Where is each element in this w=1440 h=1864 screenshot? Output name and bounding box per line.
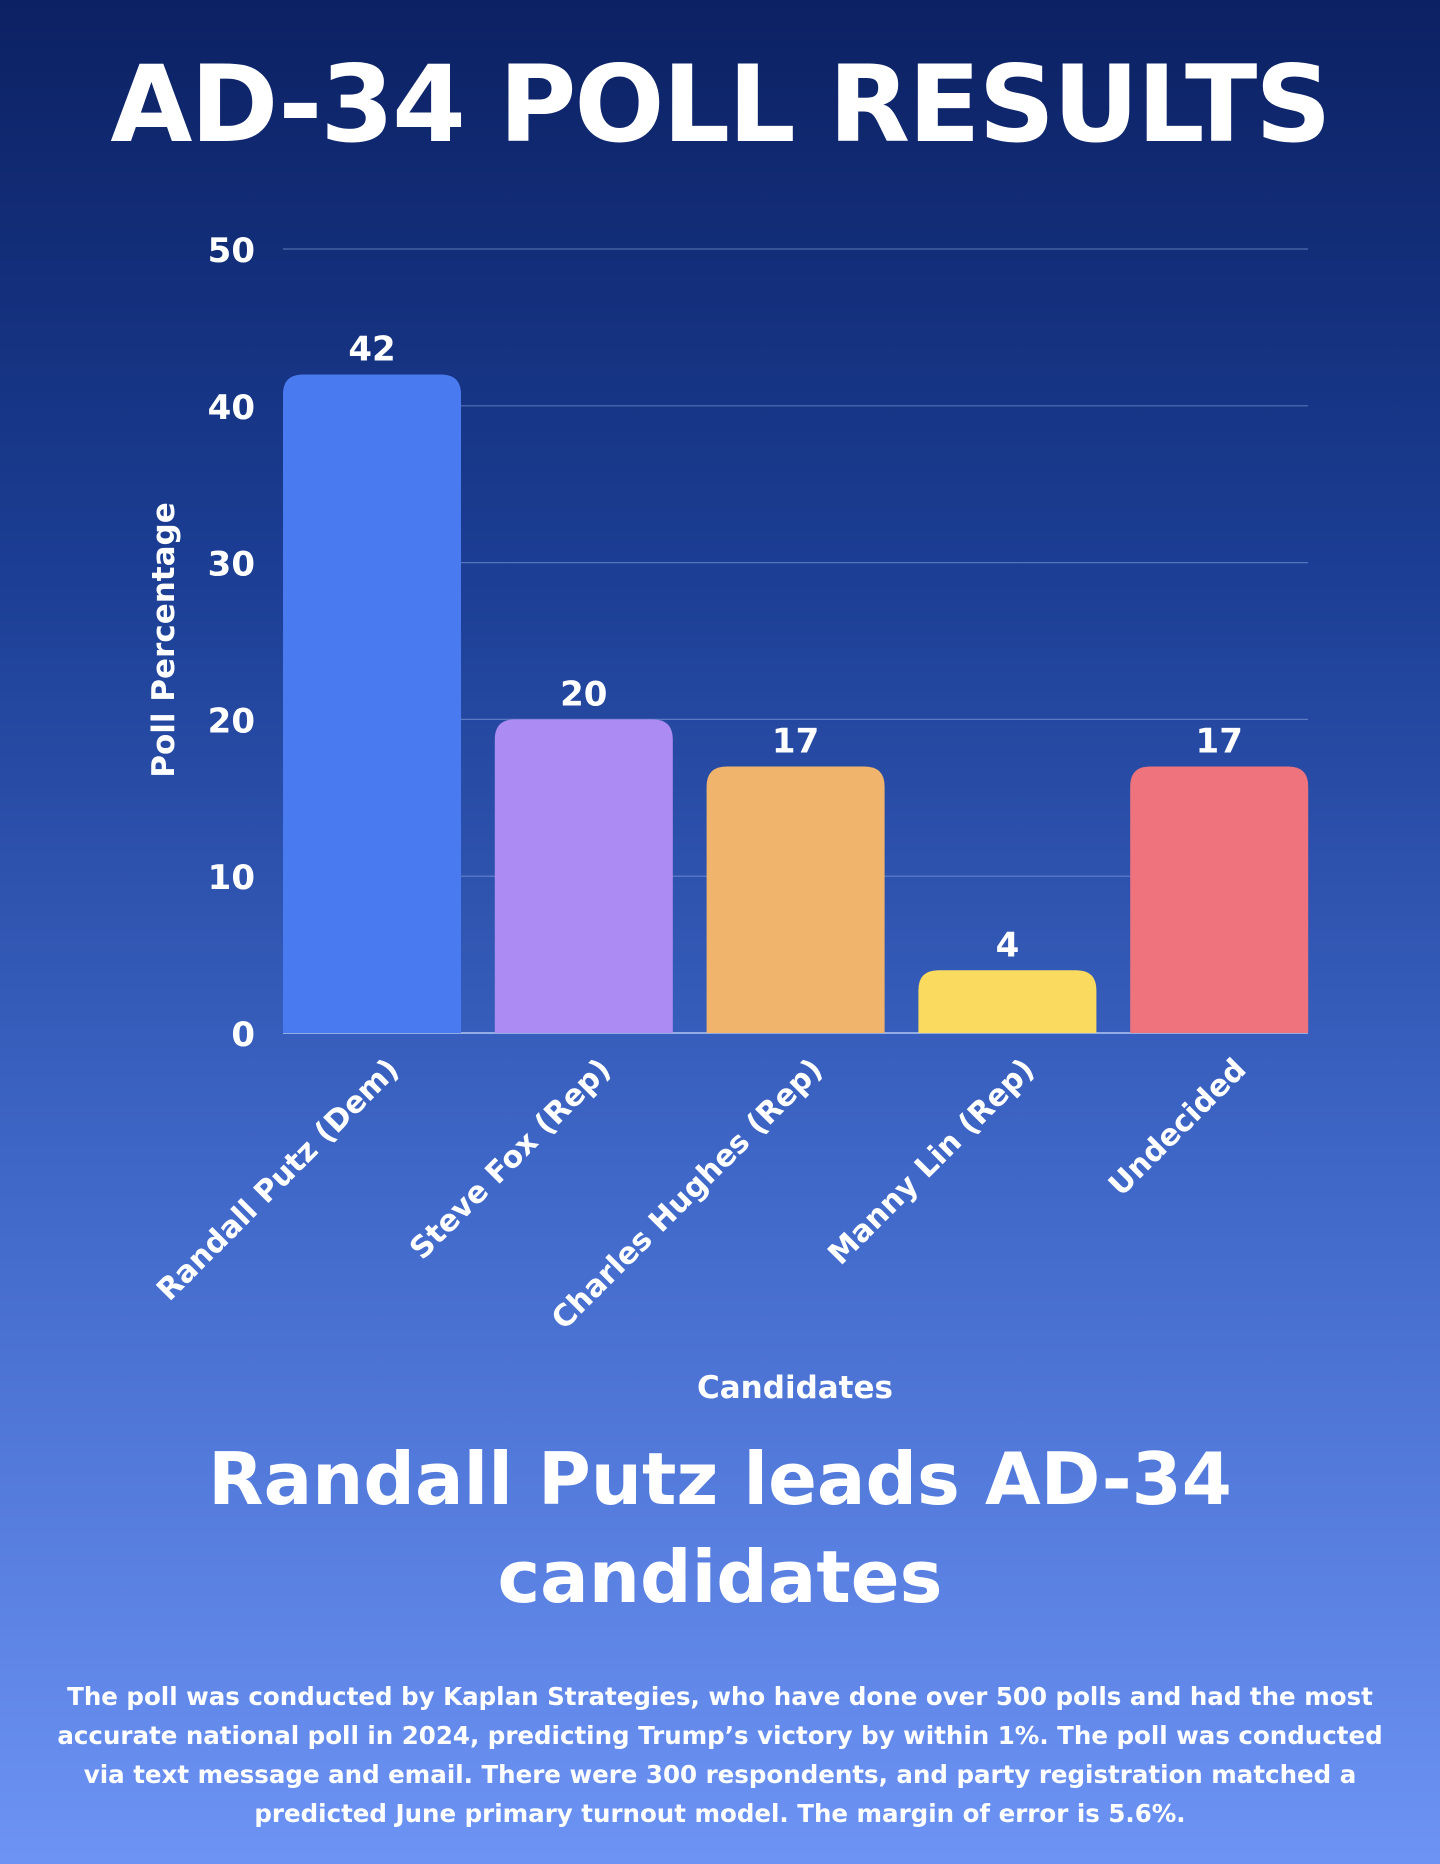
y-tick-label: 50 [208,231,255,271]
data-label: 4 [996,925,1020,965]
headline: Randall Putz leads AD-34 candidates [208,1437,1232,1619]
x-tick-label: Randall Putz (Dem) [150,1052,406,1308]
x-tick-label: Undecided [1102,1052,1253,1203]
y-tick-label: 10 [208,858,255,898]
bar-chart: 0 10 20 30 40 50 42 Randall Putz (Dem) 20 Steve F… [146,231,1309,1400]
bar [918,970,1097,1033]
y-tick-label: 20 [208,701,255,741]
x-axis-label: Candidates [697,1370,893,1400]
y-tick-label: 30 [208,545,255,585]
data-label: 42 [348,329,395,369]
x-tick-label: Steve Fox (Rep) [403,1052,618,1267]
y-tick-label: 40 [208,388,255,428]
x-tick-label: Manny Lin (Rep) [821,1052,1041,1272]
chart-title: AD-34 POLL RESULTS [110,43,1331,166]
data-label: 17 [772,721,819,761]
data-label: 20 [560,674,607,714]
data-label: 17 [1196,721,1243,761]
bar [706,766,885,1033]
methodology-note: The poll was conducted by Kaplan Strateg… [57,1682,1383,1828]
bar [494,719,673,1033]
y-axis-label: Poll Percentage [146,502,182,778]
bar [283,374,461,1033]
y-tick-label: 0 [231,1015,255,1055]
bar [1130,766,1309,1033]
